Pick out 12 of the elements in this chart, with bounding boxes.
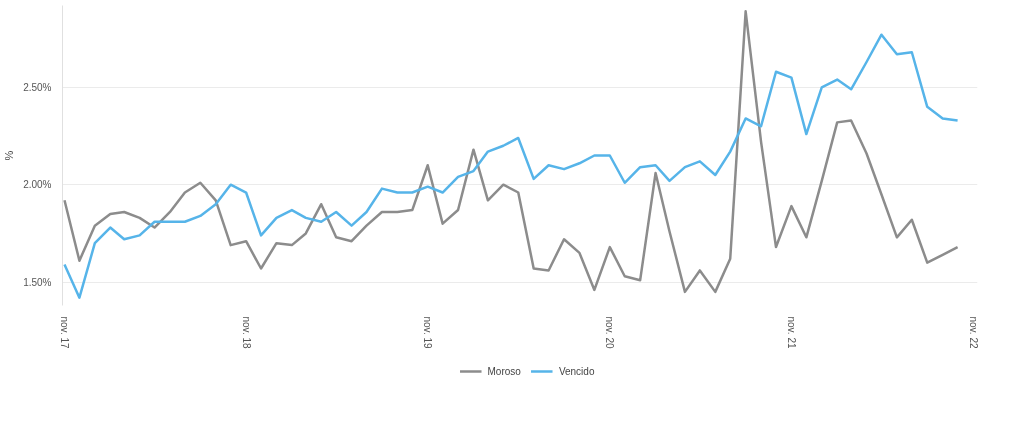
y-tick-label: 2.00%	[23, 179, 52, 191]
legend-label: Vencido	[558, 365, 595, 377]
x-tick-label: nov. 17	[58, 316, 70, 349]
x-tick-label: nov. 18	[240, 316, 252, 349]
x-tick-label: nov. 20	[604, 316, 616, 349]
x-tick-label: nov. 21	[785, 316, 797, 349]
y-axis-title: %	[3, 150, 16, 161]
legend-label: Moroso	[487, 365, 521, 377]
x-tick-label: nov. 19	[422, 316, 434, 349]
y-tick-label: 1.50%	[23, 276, 52, 288]
y-tick-label: 2.50%	[23, 81, 52, 93]
x-tick-label: nov. 22	[967, 316, 979, 349]
